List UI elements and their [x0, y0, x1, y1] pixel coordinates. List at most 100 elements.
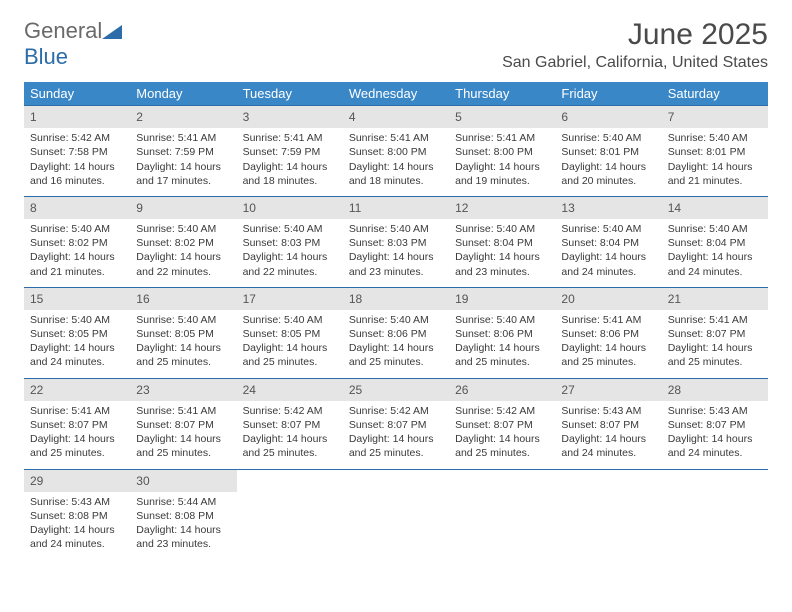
day-content-row: Sunrise: 5:41 AMSunset: 8:07 PMDaylight:… [24, 401, 768, 469]
sunset-text: Sunset: 7:59 PM [243, 145, 337, 159]
day-number-cell: 8 [24, 196, 130, 219]
daylight-text: Daylight: 14 hours and 22 minutes. [243, 250, 337, 278]
day-number-row: 1234567 [24, 106, 768, 129]
day-number-cell [662, 469, 768, 492]
sunset-text: Sunset: 8:06 PM [455, 327, 549, 341]
sunrise-text: Sunrise: 5:44 AM [136, 495, 230, 509]
day-number-cell: 21 [662, 287, 768, 310]
sunrise-text: Sunrise: 5:40 AM [561, 131, 655, 145]
sunset-text: Sunset: 8:00 PM [349, 145, 443, 159]
sunrise-text: Sunrise: 5:41 AM [243, 131, 337, 145]
day-number-cell: 11 [343, 196, 449, 219]
day-number-cell: 23 [130, 378, 236, 401]
sunset-text: Sunset: 7:58 PM [30, 145, 124, 159]
sunset-text: Sunset: 8:00 PM [455, 145, 549, 159]
day-content-cell: Sunrise: 5:40 AMSunset: 8:04 PMDaylight:… [662, 219, 768, 287]
day-number-cell: 4 [343, 106, 449, 129]
day-content-cell: Sunrise: 5:42 AMSunset: 8:07 PMDaylight:… [449, 401, 555, 469]
day-content-cell: Sunrise: 5:41 AMSunset: 8:07 PMDaylight:… [130, 401, 236, 469]
day-content-cell: Sunrise: 5:42 AMSunset: 8:07 PMDaylight:… [237, 401, 343, 469]
sunset-text: Sunset: 8:07 PM [455, 418, 549, 432]
day-content-cell [237, 492, 343, 560]
sunset-text: Sunset: 8:07 PM [349, 418, 443, 432]
day-number-cell: 15 [24, 287, 130, 310]
day-number-cell: 29 [24, 469, 130, 492]
day-content-cell: Sunrise: 5:41 AMSunset: 8:06 PMDaylight:… [555, 310, 661, 378]
sunset-text: Sunset: 8:07 PM [561, 418, 655, 432]
day-number-cell: 27 [555, 378, 661, 401]
daylight-text: Daylight: 14 hours and 24 minutes. [30, 341, 124, 369]
logo-triangle-icon [102, 19, 122, 45]
daylight-text: Daylight: 14 hours and 25 minutes. [455, 432, 549, 460]
sunrise-text: Sunrise: 5:40 AM [349, 313, 443, 327]
sunset-text: Sunset: 8:04 PM [561, 236, 655, 250]
daylight-text: Daylight: 14 hours and 17 minutes. [136, 160, 230, 188]
sunrise-text: Sunrise: 5:41 AM [30, 404, 124, 418]
day-content-cell: Sunrise: 5:40 AMSunset: 8:05 PMDaylight:… [24, 310, 130, 378]
day-content-cell: Sunrise: 5:40 AMSunset: 8:06 PMDaylight:… [343, 310, 449, 378]
sunrise-text: Sunrise: 5:40 AM [30, 222, 124, 236]
sunrise-text: Sunrise: 5:43 AM [30, 495, 124, 509]
day-number-cell: 22 [24, 378, 130, 401]
logo-text: General Blue [24, 18, 122, 70]
weekday-header: Sunday [24, 82, 130, 106]
day-content-cell: Sunrise: 5:40 AMSunset: 8:04 PMDaylight:… [449, 219, 555, 287]
day-number-cell: 14 [662, 196, 768, 219]
daylight-text: Daylight: 14 hours and 25 minutes. [455, 341, 549, 369]
logo: General Blue [24, 18, 122, 70]
sunset-text: Sunset: 8:07 PM [30, 418, 124, 432]
daylight-text: Daylight: 14 hours and 22 minutes. [136, 250, 230, 278]
day-number-cell: 17 [237, 287, 343, 310]
sunrise-text: Sunrise: 5:40 AM [561, 222, 655, 236]
day-content-cell: Sunrise: 5:42 AMSunset: 7:58 PMDaylight:… [24, 128, 130, 196]
calendar-body: 1234567Sunrise: 5:42 AMSunset: 7:58 PMDa… [24, 106, 768, 560]
day-number-cell: 13 [555, 196, 661, 219]
daylight-text: Daylight: 14 hours and 24 minutes. [668, 432, 762, 460]
sunset-text: Sunset: 8:06 PM [349, 327, 443, 341]
sunrise-text: Sunrise: 5:40 AM [243, 313, 337, 327]
day-number-cell: 12 [449, 196, 555, 219]
day-number-cell: 16 [130, 287, 236, 310]
day-content-cell: Sunrise: 5:43 AMSunset: 8:07 PMDaylight:… [555, 401, 661, 469]
daylight-text: Daylight: 14 hours and 25 minutes. [668, 341, 762, 369]
day-content-cell: Sunrise: 5:42 AMSunset: 8:07 PMDaylight:… [343, 401, 449, 469]
day-content-row: Sunrise: 5:42 AMSunset: 7:58 PMDaylight:… [24, 128, 768, 196]
sunrise-text: Sunrise: 5:40 AM [30, 313, 124, 327]
daylight-text: Daylight: 14 hours and 24 minutes. [561, 432, 655, 460]
day-content-row: Sunrise: 5:40 AMSunset: 8:05 PMDaylight:… [24, 310, 768, 378]
sunset-text: Sunset: 7:59 PM [136, 145, 230, 159]
weekday-header-row: SundayMondayTuesdayWednesdayThursdayFrid… [24, 82, 768, 106]
day-content-cell: Sunrise: 5:40 AMSunset: 8:05 PMDaylight:… [130, 310, 236, 378]
daylight-text: Daylight: 14 hours and 21 minutes. [668, 160, 762, 188]
sunset-text: Sunset: 8:07 PM [136, 418, 230, 432]
sunset-text: Sunset: 8:03 PM [349, 236, 443, 250]
day-number-cell [237, 469, 343, 492]
sunset-text: Sunset: 8:07 PM [243, 418, 337, 432]
weekday-header: Thursday [449, 82, 555, 106]
day-content-row: Sunrise: 5:40 AMSunset: 8:02 PMDaylight:… [24, 219, 768, 287]
weekday-header: Saturday [662, 82, 768, 106]
sunrise-text: Sunrise: 5:40 AM [136, 222, 230, 236]
day-number-cell: 25 [343, 378, 449, 401]
day-content-cell: Sunrise: 5:40 AMSunset: 8:04 PMDaylight:… [555, 219, 661, 287]
day-content-cell [662, 492, 768, 560]
sunset-text: Sunset: 8:02 PM [30, 236, 124, 250]
calendar-table: SundayMondayTuesdayWednesdayThursdayFrid… [24, 82, 768, 559]
daylight-text: Daylight: 14 hours and 25 minutes. [349, 432, 443, 460]
daylight-text: Daylight: 14 hours and 16 minutes. [30, 160, 124, 188]
day-number-cell: 5 [449, 106, 555, 129]
daylight-text: Daylight: 14 hours and 23 minutes. [455, 250, 549, 278]
weekday-header: Tuesday [237, 82, 343, 106]
day-content-cell: Sunrise: 5:40 AMSunset: 8:03 PMDaylight:… [237, 219, 343, 287]
daylight-text: Daylight: 14 hours and 25 minutes. [243, 432, 337, 460]
day-content-cell: Sunrise: 5:40 AMSunset: 8:01 PMDaylight:… [555, 128, 661, 196]
sunset-text: Sunset: 8:04 PM [455, 236, 549, 250]
day-number-row: 2930 [24, 469, 768, 492]
day-content-cell: Sunrise: 5:43 AMSunset: 8:07 PMDaylight:… [662, 401, 768, 469]
location: San Gabriel, California, United States [502, 54, 768, 72]
sunrise-text: Sunrise: 5:42 AM [30, 131, 124, 145]
day-number-cell: 2 [130, 106, 236, 129]
day-number-cell: 30 [130, 469, 236, 492]
daylight-text: Daylight: 14 hours and 21 minutes. [30, 250, 124, 278]
sunset-text: Sunset: 8:01 PM [668, 145, 762, 159]
